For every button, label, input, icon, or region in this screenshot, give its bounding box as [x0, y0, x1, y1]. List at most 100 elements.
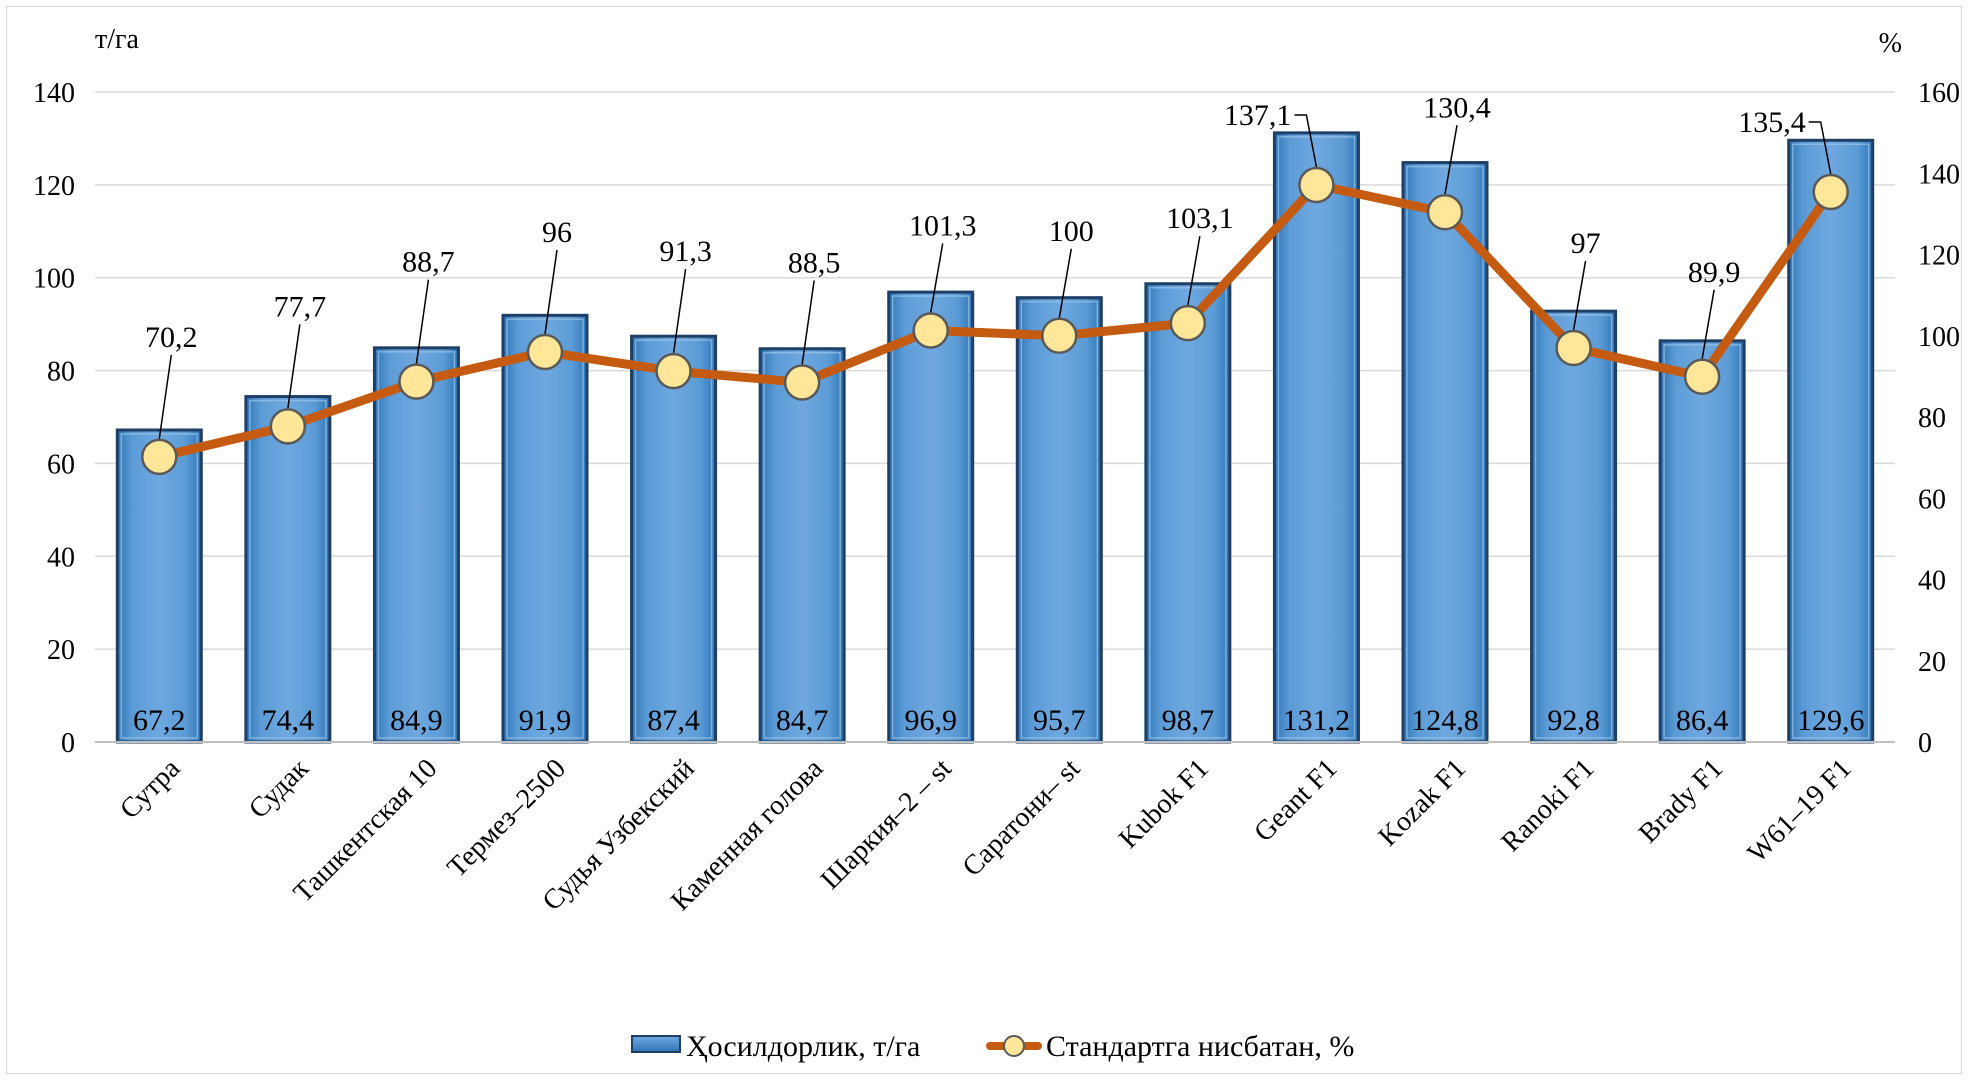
bar-value-label: 96,9: [904, 704, 957, 737]
line-series: [141, 166, 1849, 476]
y-right-tick-label: 80: [1918, 403, 1946, 434]
chart-frame: [6, 6, 1962, 1074]
leader-lines: [158, 114, 1832, 439]
leader-line: [929, 243, 944, 313]
bar: [1401, 161, 1489, 744]
bar-value-label: 91,9: [519, 704, 572, 737]
category-label: Термез–2500: [441, 753, 572, 884]
y-left-tick-label: 0: [61, 728, 75, 759]
y-left-unit: т/га: [95, 24, 140, 55]
category-label: Kubok F1: [1113, 753, 1215, 855]
bar: [1015, 296, 1103, 744]
bar-bevel: [891, 295, 970, 739]
bar: [1530, 309, 1618, 744]
category-label: Сутра: [114, 753, 187, 826]
bar-bevel: [1149, 287, 1227, 739]
bar: [372, 346, 460, 744]
line-value-label: 135,4: [1738, 106, 1806, 139]
line-marker: [1041, 317, 1078, 354]
y-left-tick-label: 100: [33, 264, 75, 295]
bar-bevel: [1791, 143, 1870, 739]
leader-line: [1444, 125, 1458, 195]
line-value-label: 88,7: [402, 246, 455, 279]
legend-line-label: Стандартга нисбатан, %: [1046, 1030, 1354, 1063]
line-value-label: 89,9: [1688, 256, 1741, 289]
line-marker: [1298, 166, 1335, 204]
y-right-tick-label: 140: [1918, 159, 1960, 190]
bar-bevel: [1277, 136, 1356, 739]
gridlines: [95, 91, 1895, 743]
line-marker: [269, 408, 307, 445]
category-label: Судак: [243, 753, 315, 825]
y-right-tick-label: 120: [1918, 241, 1960, 272]
bar-value-label: 84,7: [776, 704, 829, 737]
category-label: W61–19 F1: [1742, 753, 1858, 869]
bar-value-label: 84,9: [390, 704, 443, 737]
category-label: Kozak F1: [1372, 753, 1471, 852]
line-value-label: 97: [1571, 227, 1601, 260]
legend-bar-swatch: [631, 1035, 681, 1053]
y-right-tick-label: 0: [1918, 728, 1932, 759]
line-value-label: 77,7: [274, 290, 327, 323]
bar-value-label: 131,2: [1283, 704, 1351, 737]
y-left-tick-label: 40: [47, 542, 75, 573]
line-value-label: 88,5: [788, 246, 841, 279]
legend-line-marker: [1003, 1035, 1025, 1057]
y-left-tick-label: 80: [47, 357, 75, 388]
leader-line: [1058, 248, 1073, 318]
line-marker: [655, 352, 692, 390]
category-label: Brady F1: [1633, 753, 1729, 849]
leader-line: [1294, 114, 1318, 168]
bar: [115, 428, 203, 744]
bar-series: [115, 131, 1875, 744]
leader-line: [1572, 260, 1587, 331]
leader-line: [158, 354, 173, 439]
line-marker: [912, 312, 949, 349]
line-marker: [398, 363, 435, 400]
bar-value-label: 95,7: [1033, 704, 1086, 737]
bar: [887, 290, 975, 744]
line-value-label: 100: [1049, 215, 1094, 248]
bar-bevel: [763, 352, 841, 739]
bar: [1144, 282, 1232, 744]
bar-bevel: [249, 399, 327, 739]
line-value-label: 137,1: [1224, 99, 1292, 132]
axes: 0 20 40 60 80 100 120 140 0 20 40 60 80 100 120 140 160 т…: [33, 24, 1960, 759]
y-right-tick-label: 60: [1918, 484, 1946, 515]
leader-line: [801, 280, 815, 365]
bar-value-label: 87,4: [647, 704, 700, 737]
legend: Ҳосилдорлик, т/га Стандартга нисбатан, %: [631, 1030, 1354, 1063]
line-marker: [1555, 329, 1592, 367]
bar-bevel: [1406, 165, 1484, 739]
bar-value-labels: 67,2 74,4 84,9 91,9 87,4 84,7 96,9 95,7 98,7 131,…: [133, 704, 1864, 737]
y-left-tick-label: 120: [33, 171, 75, 202]
category-label: Саратони– st: [957, 753, 1087, 883]
line-value-label: 70,2: [145, 321, 198, 354]
bar-bevel: [1534, 314, 1613, 739]
y-right-unit: %: [1879, 28, 1902, 59]
line-marker: [1426, 194, 1464, 231]
bar: [1658, 339, 1746, 744]
leader-line: [287, 324, 301, 409]
bar-value-label: 98,7: [1162, 704, 1215, 737]
bar: [501, 313, 589, 744]
leader-line: [672, 268, 687, 354]
line-value-label: 101,3: [909, 209, 977, 242]
line-marker: [1169, 304, 1207, 342]
bar: [758, 347, 846, 744]
bar-value-label: 129,6: [1797, 704, 1865, 737]
line-value-label: 96: [542, 216, 572, 249]
line-value-label: 91,3: [659, 235, 712, 268]
leader-line: [1701, 289, 1715, 359]
line-marker: [526, 333, 564, 371]
bar-value-label: 67,2: [133, 704, 186, 737]
y-left-tick-label: 20: [47, 635, 75, 666]
line-value-label: 103,1: [1166, 202, 1234, 235]
y-right-tick-label: 20: [1918, 647, 1946, 678]
leader-line: [1808, 121, 1832, 175]
line-marker: [1812, 173, 1849, 211]
category-label: Шаркия–2 – st: [815, 753, 958, 896]
bar-bevel: [634, 339, 713, 739]
